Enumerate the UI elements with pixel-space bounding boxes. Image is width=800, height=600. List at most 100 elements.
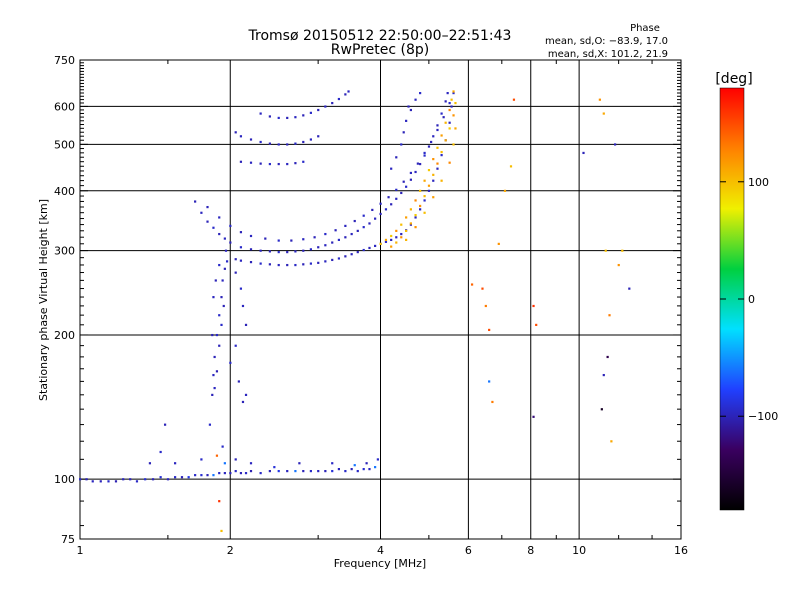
data-point (390, 238, 393, 242)
data-point (218, 472, 221, 475)
data-point (249, 234, 253, 238)
data-point (454, 101, 457, 105)
data-point (249, 462, 253, 465)
data-point (446, 91, 449, 95)
data-point (208, 423, 212, 426)
data-point (277, 239, 280, 242)
data-point (344, 255, 347, 258)
data-point (390, 203, 393, 206)
data-point (331, 469, 334, 473)
data-point (249, 261, 253, 264)
data-point (264, 237, 267, 240)
data-point (374, 244, 377, 248)
data-point (309, 262, 312, 265)
data-point (148, 462, 152, 465)
data-point (239, 231, 243, 234)
data-point (452, 91, 455, 95)
data-point (497, 242, 500, 245)
data-point (259, 140, 262, 144)
data-point (337, 97, 341, 101)
data-point (608, 314, 611, 317)
data-point (436, 162, 439, 165)
data-point (409, 208, 412, 211)
data-point (532, 304, 535, 308)
data-point (628, 287, 631, 290)
data-point (309, 138, 312, 141)
y-tick-label: 750 (54, 54, 75, 67)
data-point (218, 344, 221, 347)
data-point (509, 165, 513, 168)
data-point (402, 180, 405, 183)
data-point (450, 98, 453, 101)
data-point (294, 142, 297, 145)
data-point (324, 260, 327, 263)
data-point (200, 474, 203, 477)
data-point (302, 160, 305, 163)
data-point (107, 480, 110, 483)
x-tick-labels: 1 2 4 6 8 10 16 (77, 544, 689, 557)
data-point (444, 139, 447, 142)
data-point (350, 253, 353, 256)
phase-stats-o-line: mean, sd,O: −83.9, 17.0 (545, 36, 668, 47)
data-point (218, 216, 221, 219)
data-point (317, 108, 320, 112)
data-point (244, 393, 248, 397)
data-point (368, 468, 371, 471)
data-point (218, 314, 221, 317)
data-point (294, 263, 297, 267)
y-tick-labels: 75 100 200 300 400 500 600 750 (54, 54, 75, 546)
data-point (206, 474, 209, 477)
data-point (368, 222, 371, 225)
data-point (448, 121, 451, 124)
data-point (277, 162, 280, 166)
data-point (239, 135, 243, 138)
data-point (400, 236, 403, 239)
data-point (353, 219, 356, 223)
data-point (419, 208, 422, 211)
data-point (221, 279, 224, 282)
data-point (79, 478, 82, 481)
data-point (317, 135, 320, 138)
data-point (114, 480, 118, 483)
y-tick-label: 600 (54, 100, 75, 113)
data-point (379, 212, 382, 216)
data-point (229, 224, 232, 228)
data-point (400, 232, 403, 236)
data-point (277, 263, 280, 267)
data-point (234, 271, 237, 274)
data-point (268, 263, 271, 266)
data-point (610, 440, 613, 443)
x-tick-label: 10 (572, 544, 586, 557)
data-point (241, 400, 245, 404)
data-point (356, 229, 359, 232)
data-point (423, 199, 426, 202)
data-point (317, 469, 320, 473)
data-point (405, 185, 408, 188)
data-point (430, 140, 433, 144)
data-point (302, 238, 305, 241)
data-point (452, 143, 455, 146)
data-point (436, 167, 439, 170)
data-point (395, 229, 398, 232)
data-point (268, 250, 271, 253)
data-point (313, 236, 316, 239)
data-point (387, 196, 390, 199)
data-point (432, 179, 435, 182)
data-point (234, 258, 237, 261)
data-point (384, 208, 388, 211)
data-point (344, 93, 347, 96)
data-point (440, 154, 443, 157)
data-point (488, 328, 491, 332)
data-point (362, 214, 365, 217)
data-point (259, 162, 262, 165)
y-axis-label: Stationary phase Virtual Height [km] (37, 199, 50, 401)
data-point (212, 226, 215, 229)
data-point (436, 124, 439, 127)
data-point (442, 116, 445, 119)
data-points (79, 90, 631, 533)
data-point (211, 393, 214, 397)
colorbar-label: [deg] (715, 71, 752, 87)
data-point (440, 112, 443, 115)
data-point (294, 162, 297, 165)
y-tick-label: 500 (54, 138, 75, 151)
